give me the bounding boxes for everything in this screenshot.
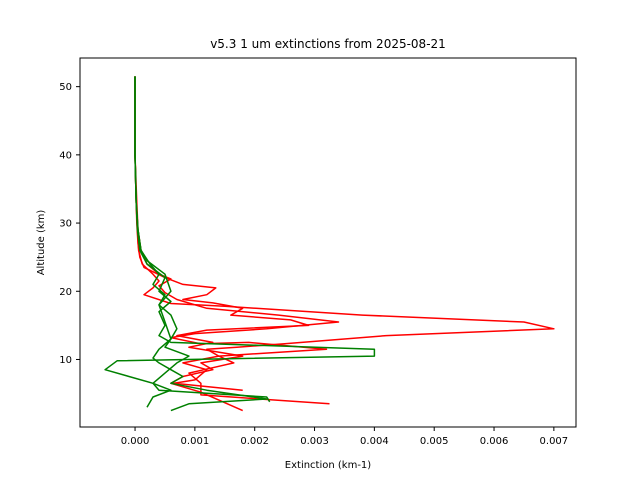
x-tick-label: 0.001 — [181, 436, 210, 447]
y-axis-ticks: 10 20 30 40 50 — [59, 82, 80, 366]
x-tick-label: 0.000 — [121, 436, 150, 447]
y-tick-label: 20 — [59, 287, 72, 298]
series-layer — [104, 76, 555, 412]
chart-title: v5.3 1 um extinctions from 2025-08-21 — [210, 37, 446, 51]
y-tick-label: 50 — [59, 82, 72, 93]
x-axis-ticks: 0.000 0.001 0.002 0.003 0.004 0.005 0.006 0.007 — [121, 427, 568, 447]
y-tick-label: 40 — [59, 150, 72, 161]
y-tick-label: 30 — [59, 219, 72, 230]
x-tick-label: 0.006 — [480, 436, 509, 447]
series-line-2 — [134, 76, 555, 405]
x-tick-label: 0.003 — [300, 436, 329, 447]
plot-frame — [79, 57, 577, 428]
x-tick-label: 0.005 — [420, 436, 449, 447]
x-tick-label: 0.002 — [240, 436, 269, 447]
x-tick-label: 0.004 — [360, 436, 389, 447]
series-line-5 — [104, 76, 376, 403]
y-axis-label: Altitude (km) — [36, 210, 47, 276]
x-tick-label: 0.007 — [540, 436, 569, 447]
series-line-6 — [134, 76, 190, 408]
y-tick-label: 10 — [59, 355, 72, 366]
x-axis-label: Extinction (km-1) — [285, 460, 372, 471]
